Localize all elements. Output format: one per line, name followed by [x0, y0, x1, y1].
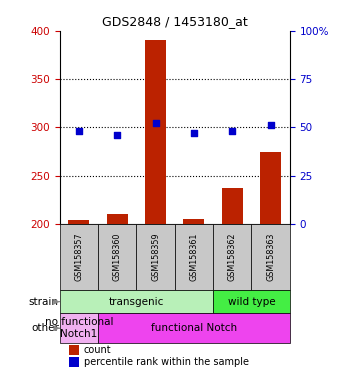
Point — [76, 128, 81, 134]
Bar — [260, 152, 281, 224]
Bar — [98, 313, 290, 343]
Bar — [175, 224, 213, 290]
Text: transgenic: transgenic — [109, 297, 164, 307]
Bar — [251, 224, 290, 290]
Text: GSM158363: GSM158363 — [266, 233, 275, 281]
Point — [191, 130, 197, 136]
Text: GSM158362: GSM158362 — [228, 233, 237, 281]
Bar — [183, 219, 205, 224]
Bar — [107, 214, 128, 224]
Text: GSM158361: GSM158361 — [190, 233, 198, 281]
Bar — [60, 290, 213, 313]
Bar — [60, 224, 98, 290]
Bar — [222, 188, 243, 224]
Title: GDS2848 / 1453180_at: GDS2848 / 1453180_at — [102, 15, 248, 28]
Bar — [68, 220, 89, 224]
Text: strain: strain — [29, 297, 59, 307]
Text: percentile rank within the sample: percentile rank within the sample — [84, 357, 249, 367]
Text: no functional
Notch1: no functional Notch1 — [45, 318, 113, 339]
Bar — [98, 224, 136, 290]
Bar — [145, 40, 166, 224]
Point — [229, 128, 235, 134]
Bar — [136, 224, 175, 290]
Text: GSM158357: GSM158357 — [74, 233, 83, 281]
Bar — [60, 313, 98, 343]
Point — [268, 122, 273, 128]
Bar — [69, 345, 79, 356]
Text: GSM158360: GSM158360 — [113, 233, 122, 281]
Point — [153, 120, 158, 126]
Text: other: other — [31, 323, 59, 333]
Text: GSM158359: GSM158359 — [151, 233, 160, 281]
Text: wild type: wild type — [228, 297, 275, 307]
Point — [115, 132, 120, 138]
Text: functional Notch: functional Notch — [151, 323, 237, 333]
Text: count: count — [84, 345, 112, 355]
Bar — [213, 290, 290, 313]
Bar — [213, 224, 251, 290]
Bar — [69, 357, 79, 367]
